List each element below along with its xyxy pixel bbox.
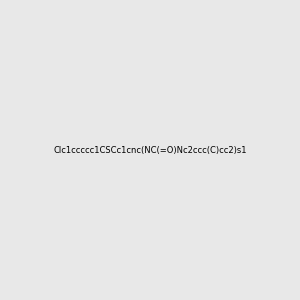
Text: Clc1ccccc1CSCc1cnc(NC(=O)Nc2ccc(C)cc2)s1: Clc1ccccc1CSCc1cnc(NC(=O)Nc2ccc(C)cc2)s1 [53, 146, 247, 154]
